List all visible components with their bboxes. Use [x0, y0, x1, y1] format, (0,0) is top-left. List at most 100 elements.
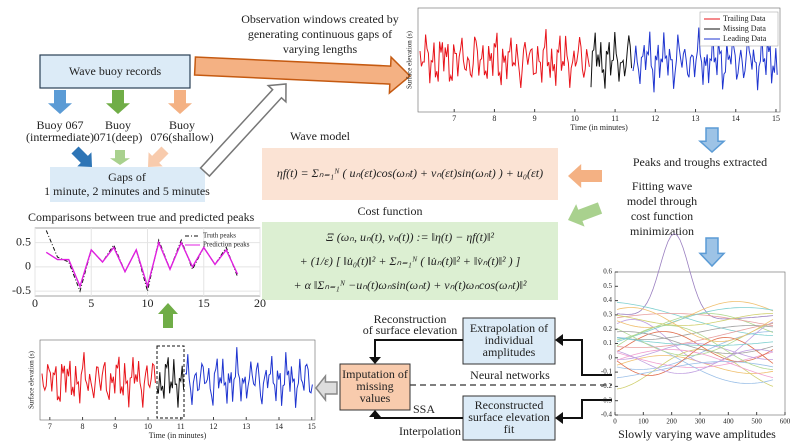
source-box	[39, 54, 191, 89]
amplitude-trace	[616, 313, 774, 327]
x-tick-label: 10	[144, 422, 152, 431]
source-title: Wave buoy records	[69, 64, 162, 78]
cost-line: + α ‖Σₙ₌₁ᴺ −uₙ(t)ωₙsin(ωₙt) + vₙ(t)ωₙcos…	[293, 278, 526, 292]
series-line	[45, 230, 238, 293]
missing-window	[156, 345, 185, 419]
fitting-text: cost function	[631, 209, 693, 223]
block-arrow	[158, 303, 178, 328]
x-axis-label: Time (in minutes)	[149, 431, 207, 440]
extrapolation-text: Extrapolation of	[470, 321, 548, 335]
extrapolation-text: individual	[485, 333, 534, 347]
x-tick-label: 7	[452, 114, 456, 123]
x-tick-label: 0	[32, 296, 38, 310]
block-arrow	[106, 90, 130, 114]
cost-line: + (1/ε) [ ‖u̇₀(t)‖² + Σₙ₌₁ᴺ ( ‖u̇ₙ(t)‖² …	[300, 254, 521, 268]
x-tick-label: 9	[113, 422, 117, 431]
x-tick-label: 15	[772, 114, 780, 123]
buoy-label: Buoy	[169, 118, 195, 132]
reconstructed-text: fit	[504, 422, 515, 436]
x-axis-label: Time (in minutes)	[570, 123, 628, 132]
y-tick-label: -0.3	[601, 396, 613, 404]
fitting-text: Fitting wave	[632, 179, 692, 193]
y-tick-label: 0.2	[603, 325, 612, 333]
imputation-text: Imputation of	[342, 367, 408, 381]
y-tick-label: -0.5	[12, 283, 31, 297]
flow-heads	[369, 334, 563, 424]
block-arrow	[568, 164, 602, 188]
x-tick-label: 12	[210, 422, 218, 431]
x-tick-label: 600	[780, 418, 791, 426]
y-tick-label: 0.6	[603, 268, 612, 276]
fitting-text: minimization	[630, 224, 694, 238]
extrapolation-text: amplitudes	[483, 345, 536, 359]
x-tick-label: 400	[723, 418, 734, 426]
block-arrow	[199, 83, 287, 178]
cost-line: Ξ (ωₙ, uₙ(t), vₙ(t)) := ‖η(t) − ηf(t)‖²	[326, 230, 494, 244]
amplitude-trace	[616, 323, 774, 348]
block-arrow	[48, 90, 72, 114]
x-tick-label: 20	[254, 296, 266, 310]
y-tick-label: -0.1	[601, 368, 613, 376]
wave-trace	[590, 31, 633, 89]
block-arrow	[71, 146, 92, 167]
series-line	[45, 240, 239, 289]
amplitudes-caption: Slowly varying wave amplitudes	[618, 427, 776, 441]
gaps-text: Gaps of	[108, 170, 146, 184]
y-tick-label: 0.4	[603, 296, 612, 304]
x-tick-label: 11	[177, 422, 185, 431]
buoy-label: Buoy 067	[36, 118, 83, 132]
x-tick-label: 500	[751, 418, 762, 426]
amplitude-trace	[616, 349, 774, 390]
legend-label: Trailing Data	[723, 14, 766, 23]
x-tick-label: 12	[651, 114, 659, 123]
wave-trace	[156, 357, 185, 408]
reconstruction-text: of surface elevation	[363, 323, 458, 337]
x-tick-label: 15	[198, 296, 210, 310]
x-tick-label: 5	[88, 296, 94, 310]
gaps-text: 1 minute, 2 minutes and 5 minutes	[44, 184, 210, 198]
amplitude-trace	[616, 302, 774, 336]
legend-label: Truth peaks	[203, 232, 236, 240]
block-arrow	[193, 55, 412, 95]
amplitude-trace	[616, 349, 774, 374]
amplitude-trace	[616, 349, 774, 379]
block-arrow	[698, 127, 726, 154]
x-tick-label: 11	[611, 114, 619, 123]
fitting-text: model through	[627, 194, 697, 208]
x-tick-label: 200	[666, 418, 677, 426]
legend-label: Missing Data	[723, 24, 766, 33]
y-tick-label: -0.4	[601, 411, 613, 419]
amplitude-trace	[616, 307, 774, 342]
y-tick-label: -0.2	[601, 382, 613, 390]
wave-trace	[419, 29, 590, 89]
x-tick-label: 8	[492, 114, 496, 123]
y-tick-label: 0	[609, 353, 613, 361]
amplitude-trace	[616, 313, 773, 326]
wave-trace	[632, 27, 778, 93]
wave-trace	[184, 347, 313, 408]
x-tick-label: 9	[533, 114, 537, 123]
legend-label: Leading Data	[723, 34, 767, 43]
neural-text: Neural networks	[470, 368, 550, 382]
observation-text: varying lengths	[283, 42, 358, 56]
x-tick-label: 14	[275, 422, 283, 431]
amplitude-trace	[616, 301, 774, 328]
imputation-text: missing	[356, 379, 393, 393]
x-tick-label: 15	[308, 422, 316, 431]
x-tick-label: 8	[81, 422, 85, 431]
amplitude-trace	[617, 343, 773, 360]
observation-text: generating continuous gaps of	[248, 27, 392, 41]
observation-text: Observation windows created by	[241, 12, 399, 26]
block-arrow	[315, 373, 338, 403]
legend-label: Prediction peaks	[203, 241, 250, 249]
amplitude-trace	[616, 331, 774, 354]
buoy-label: 071(deep)	[94, 130, 143, 144]
y-tick-label: 0.3	[603, 311, 612, 319]
block-arrow	[168, 90, 192, 114]
amplitude-trace	[616, 325, 774, 370]
reconstructed-text: surface elevation	[468, 410, 550, 424]
x-tick-label: 100	[638, 418, 649, 426]
x-tick-label: 13	[242, 422, 250, 431]
chart-title: Comparisons between true and predicted p…	[28, 210, 255, 224]
x-tick-label: 14	[732, 114, 740, 123]
